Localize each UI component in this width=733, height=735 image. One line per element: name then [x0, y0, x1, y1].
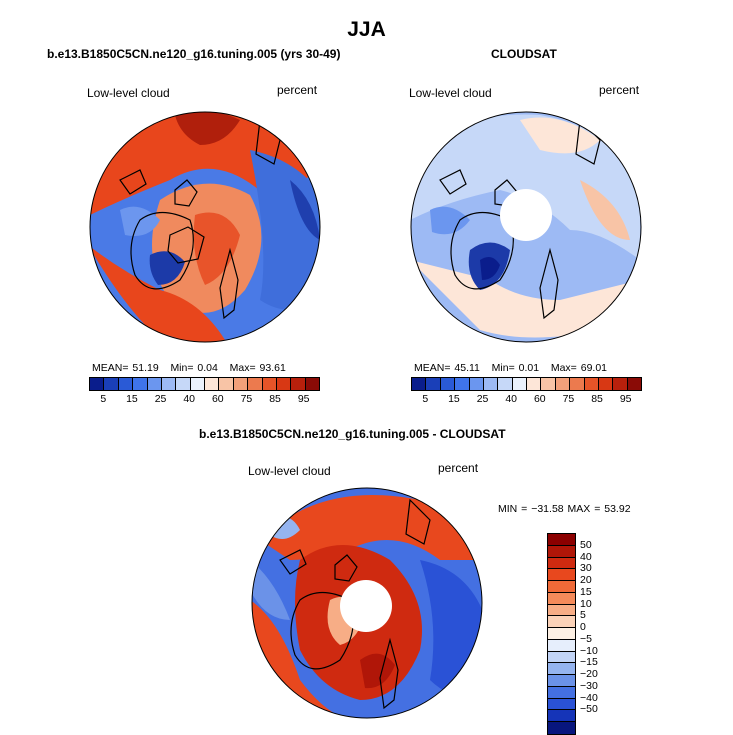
colorbar-tick-label: 85	[269, 393, 281, 405]
panel1-units-label: percent	[277, 83, 318, 97]
colorbar-tick-label: 75	[240, 393, 253, 405]
colorbar-tick-label: 30	[580, 562, 592, 575]
figure-title: JJA	[347, 18, 386, 41]
colorbar-swatch	[527, 378, 542, 390]
panel1-stats: MEAN= 51.19 Min= 0.04 Max= 93.61	[92, 362, 286, 374]
colorbar-swatch	[548, 663, 575, 675]
colorbar-swatch	[412, 378, 427, 390]
colorbar-swatch	[104, 378, 119, 390]
colorbar-tick-label: 15	[580, 585, 592, 598]
colorbar-tick-label: −20	[580, 668, 598, 680]
panel1-field-label: Low-level cloud	[87, 86, 170, 100]
colorbar-tick-label: 15	[448, 393, 460, 405]
colorbar-swatch	[455, 378, 470, 390]
colorbar-swatch	[548, 628, 575, 640]
panel2-field-label: Low-level cloud	[409, 86, 492, 100]
colorbar-tick-label: 5	[580, 609, 586, 622]
colorbar-tick-label: 50	[580, 538, 592, 551]
colorbar-swatch	[440, 378, 456, 390]
colorbar-swatch	[147, 378, 162, 390]
colorbar-swatch	[548, 675, 575, 687]
colorbar-swatch	[613, 378, 628, 390]
panel3-colorbar	[547, 533, 576, 735]
colorbar-tick-label: 60	[533, 393, 546, 405]
colorbar-swatch	[305, 378, 319, 390]
colorbar-swatch	[570, 378, 585, 390]
colorbar-swatch	[219, 378, 234, 390]
panel3-title: b.e13.B1850C5CN.ne120_g16.tuning.005 - C…	[199, 427, 506, 441]
colorbar-swatch	[262, 378, 277, 390]
colorbar-tick-label: −5	[580, 632, 592, 645]
colorbar-swatch	[190, 378, 205, 390]
colorbar-tick-label: −50	[580, 703, 598, 716]
colorbar-swatch	[548, 581, 575, 593]
colorbar-swatch	[541, 378, 556, 390]
colorbar-swatch	[584, 378, 599, 390]
colorbar-swatch	[276, 378, 292, 390]
panel2-units-label: percent	[599, 83, 640, 97]
colorbar-swatch	[426, 378, 441, 390]
colorbar-swatch	[548, 616, 575, 628]
colorbar-tick-label: 85	[591, 393, 603, 405]
panel1-colorbar-ticks: 5 15 25 40 60 75 85 95	[89, 393, 318, 407]
colorbar-swatch	[548, 698, 575, 711]
colorbar-swatch	[161, 378, 177, 390]
colorbar-tick-label: 0	[580, 621, 586, 633]
panel2-stats: MEAN= 45.11 Min= 0.01 Max= 69.01	[414, 362, 608, 374]
colorbar-tick-label: 60	[211, 393, 224, 405]
colorbar-tick-label: −10	[580, 644, 598, 657]
colorbar-swatch	[627, 378, 641, 390]
colorbar-tick-label: 10	[580, 597, 592, 610]
colorbar-swatch	[548, 604, 575, 617]
colorbar-swatch	[548, 545, 575, 558]
panel2-title: CLOUDSAT	[491, 47, 557, 61]
colorbar-swatch	[176, 378, 191, 390]
panel2-colorbar-ticks: 5 15 25 40 60 75 85 95	[411, 393, 640, 407]
colorbar-swatch	[512, 378, 527, 390]
colorbar-tick-label: 25	[154, 393, 167, 405]
colorbar-swatch	[291, 378, 306, 390]
colorbar-swatch	[90, 378, 105, 390]
colorbar-swatch	[205, 378, 220, 390]
panel3-field-label: Low-level cloud	[248, 464, 331, 478]
colorbar-swatch	[598, 378, 614, 390]
panel2-colorbar	[411, 377, 642, 391]
colorbar-swatch	[548, 592, 575, 605]
colorbar-swatch	[548, 569, 575, 581]
colorbar-tick-label: 40	[505, 393, 518, 405]
colorbar-swatch	[548, 722, 575, 734]
colorbar-swatch	[548, 639, 575, 652]
colorbar-swatch	[548, 710, 575, 722]
panel1-title: b.e13.B1850C5CN.ne120_g16.tuning.005 (yr…	[47, 47, 341, 61]
colorbar-swatch	[548, 686, 575, 699]
panel1-colorbar	[89, 377, 320, 391]
colorbar-tick-label: −40	[580, 691, 598, 704]
panel3-stats: MIN = −31.58 MAX = 53.92	[498, 503, 631, 515]
colorbar-tick-label: 40	[183, 393, 196, 405]
colorbar-tick-label: 95	[619, 393, 632, 405]
panel1-polar-map	[89, 111, 642, 719]
colorbar-tick-label: 20	[580, 574, 592, 586]
colorbar-swatch	[498, 378, 513, 390]
colorbar-swatch	[548, 534, 575, 546]
colorbar-swatch	[118, 378, 134, 390]
colorbar-tick-label: 75	[562, 393, 575, 405]
colorbar-tick-label: 95	[297, 393, 310, 405]
colorbar-swatch	[548, 651, 575, 664]
panel3-units-label: percent	[438, 461, 479, 475]
colorbar-swatch	[548, 557, 575, 570]
colorbar-tick-label: 5	[100, 393, 107, 405]
colorbar-swatch	[248, 378, 263, 390]
colorbar-tick-label: −15	[580, 656, 598, 669]
colorbar-tick-label: 40	[580, 550, 592, 563]
colorbar-tick-label: 25	[476, 393, 489, 405]
colorbar-tick-label: 5	[422, 393, 429, 405]
colorbar-tick-label: 15	[126, 393, 138, 405]
colorbar-swatch	[469, 378, 484, 390]
colorbar-swatch	[483, 378, 499, 390]
colorbar-swatch	[555, 378, 571, 390]
colorbar-swatch	[233, 378, 249, 390]
colorbar-tick-label: −30	[580, 679, 598, 692]
colorbar-swatch	[133, 378, 148, 390]
